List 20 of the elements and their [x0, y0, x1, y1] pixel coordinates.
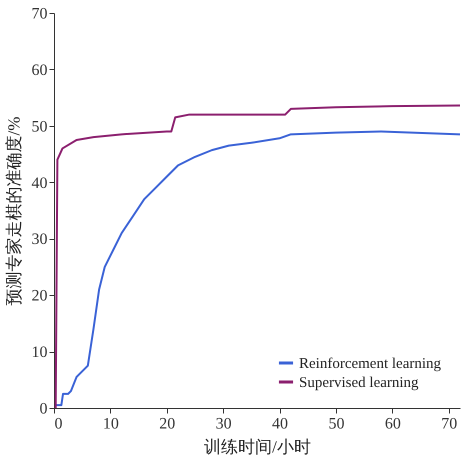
y-axis-title: 预测专家走棋的准确度/% — [4, 116, 24, 306]
y-tick-label: 50 — [32, 118, 48, 136]
x-tick-label: 30 — [216, 416, 232, 432]
y-tick-label: 70 — [32, 6, 48, 22]
y-tick-label: 10 — [32, 344, 48, 362]
x-tick-label: 50 — [328, 416, 344, 432]
x-tick-label: 70 — [441, 416, 458, 432]
x-tick-label: 20 — [159, 416, 176, 432]
y-tick-label: 60 — [32, 62, 48, 79]
legend-label: Reinforcement learning — [299, 356, 442, 372]
x-tick-label: 10 — [102, 416, 119, 432]
y-tick-label: 40 — [32, 174, 48, 192]
y-tick-label: 20 — [32, 288, 48, 305]
legend-label: Supervised learning — [299, 375, 420, 391]
x-tick-label: 40 — [272, 416, 288, 432]
x-tick-label: 0 — [54, 416, 62, 432]
x-tick-label: 60 — [384, 416, 401, 432]
y-tick-label: 0 — [40, 400, 48, 418]
x-axis-title: 训练时间/小时 — [204, 438, 311, 456]
y-tick-label: 30 — [32, 231, 48, 248]
